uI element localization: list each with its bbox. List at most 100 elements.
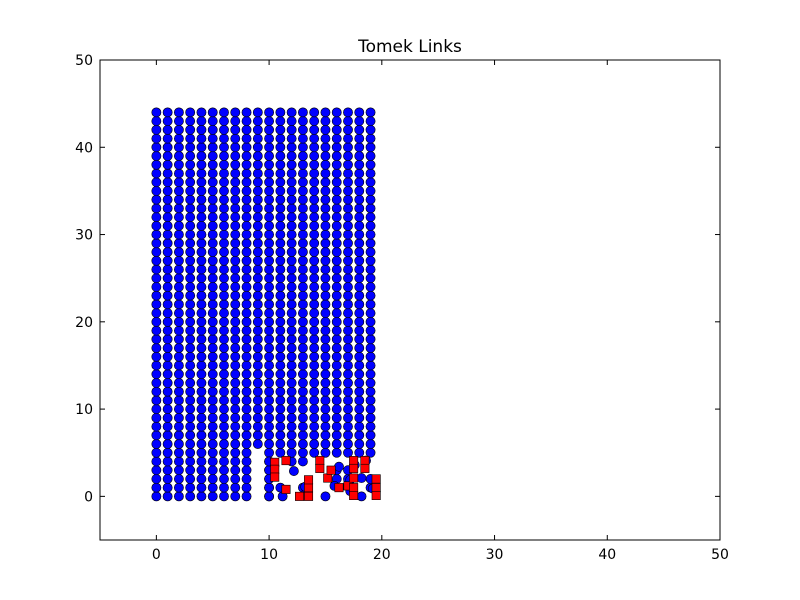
blue-point (196, 247, 207, 257)
blue-point (365, 264, 376, 275)
blue-point (174, 247, 184, 257)
blue-point (230, 474, 241, 484)
blue-point (309, 220, 320, 231)
blue-point (343, 439, 353, 449)
blue-point (162, 194, 173, 205)
blue-point (196, 465, 207, 476)
blue-point (230, 316, 241, 327)
red-point (304, 483, 314, 493)
blue-point (354, 395, 365, 406)
blue-point (354, 177, 365, 188)
blue-point (309, 264, 320, 275)
blue-point (230, 439, 241, 449)
blue-point (264, 273, 274, 284)
blue-point (343, 203, 353, 214)
blue-point (174, 290, 184, 301)
blue-point (174, 299, 184, 310)
red-point (334, 483, 344, 493)
blue-point (219, 334, 229, 345)
blue-point (174, 343, 184, 353)
blue-point (286, 378, 297, 388)
blue-point (196, 474, 207, 484)
blue-point (230, 456, 241, 467)
blue-point (219, 474, 229, 484)
blue-point (162, 334, 173, 345)
blue-point (207, 369, 218, 380)
blue-point (219, 369, 229, 380)
blue-point (241, 229, 252, 240)
blue-point (230, 159, 241, 170)
blue-point (298, 395, 308, 406)
red-point (349, 463, 359, 473)
blue-point (331, 124, 342, 135)
y-tick-label: 50 (75, 53, 93, 69)
blue-point (298, 316, 308, 327)
blue-point (354, 151, 365, 161)
red-point (270, 464, 280, 474)
blue-point (230, 124, 241, 135)
blue-point (174, 386, 184, 397)
blue-point (219, 465, 229, 476)
blue-point (252, 378, 263, 388)
blue-point (309, 395, 320, 406)
blue-point (264, 107, 274, 118)
blue-point (241, 430, 252, 441)
blue-point (207, 334, 218, 345)
blue-point (264, 447, 274, 458)
plot-frame (99, 59, 721, 541)
blue-point (151, 133, 162, 144)
blue-point (151, 404, 162, 414)
blue-point (207, 421, 218, 432)
blue-point (320, 273, 331, 284)
blue-point (365, 151, 376, 161)
blue-point (185, 255, 196, 266)
blue-point (275, 412, 286, 423)
blue-point (151, 212, 162, 222)
blue-point (207, 474, 218, 484)
blue-point (230, 378, 241, 388)
blue-point (298, 247, 308, 257)
blue-point (331, 308, 342, 318)
blue-point (264, 404, 274, 414)
blue-point (196, 378, 207, 388)
blue-point (298, 116, 308, 126)
blue-point (219, 264, 229, 275)
blue-point (196, 343, 207, 353)
blue-point (174, 491, 184, 502)
blue-point (207, 142, 218, 153)
blue-point (241, 273, 252, 284)
blue-point (252, 325, 263, 336)
blue-point (252, 107, 263, 118)
blue-point (219, 282, 229, 292)
blue-point (162, 404, 173, 414)
blue-point (252, 273, 263, 284)
blue-point (264, 343, 274, 353)
blue-point (241, 447, 252, 458)
blue-point (275, 325, 286, 336)
blue-point (219, 229, 229, 240)
blue-point (252, 412, 263, 423)
blue-point (264, 220, 274, 231)
y-tick-label: 0 (84, 489, 93, 505)
blue-point (207, 116, 218, 126)
blue-point (207, 386, 218, 397)
blue-point (343, 316, 353, 327)
blue-point (331, 316, 342, 327)
blue-point (264, 421, 274, 432)
blue-point (230, 116, 241, 126)
blue-point (354, 360, 365, 371)
blue-point (286, 439, 297, 449)
blue-point (151, 159, 162, 170)
blue-point (320, 360, 331, 371)
blue-point (151, 316, 162, 327)
blue-point (185, 360, 196, 371)
blue-point (365, 142, 376, 153)
blue-point (252, 203, 263, 214)
blue-point (207, 186, 218, 196)
blue-point (286, 360, 297, 371)
blue-point (185, 290, 196, 301)
blue-point (298, 168, 308, 179)
blue-point (219, 439, 229, 449)
blue-point (264, 203, 274, 214)
blue-point (174, 116, 184, 126)
